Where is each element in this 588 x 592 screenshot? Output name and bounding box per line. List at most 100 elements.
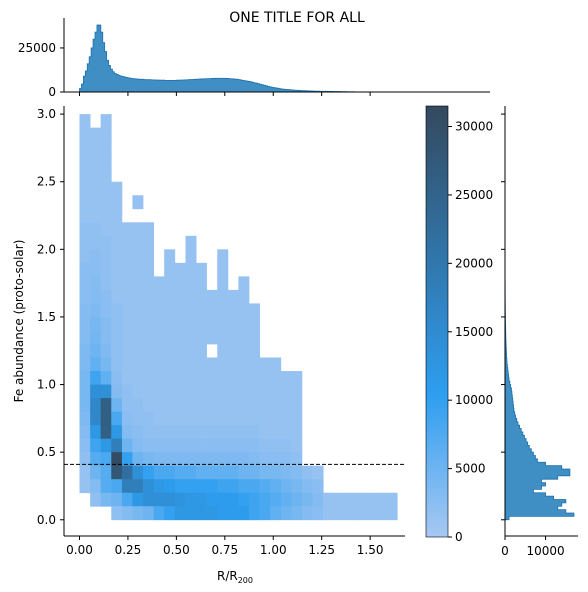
heatmap-cell	[90, 411, 102, 426]
heatmap-cell	[79, 425, 91, 440]
heatmap-cell	[227, 452, 239, 467]
heatmap-cell	[143, 262, 155, 277]
heatmap-cell	[249, 492, 261, 507]
heatmap-cell	[195, 492, 207, 507]
heatmap-cell	[79, 154, 91, 169]
heatmap-cell	[174, 438, 186, 453]
heatmap-cell	[291, 465, 303, 480]
heatmap-cell	[291, 479, 303, 494]
heatmap-cell	[206, 425, 218, 440]
heatmap-cell	[195, 398, 207, 412]
heatmap-cell	[100, 276, 112, 291]
heatmap-cell	[227, 492, 239, 507]
heatmap-cell	[333, 492, 345, 507]
heatmap-cell	[100, 168, 112, 183]
heatmap-cell	[259, 479, 271, 494]
heatmap-cell	[227, 371, 239, 385]
heatmap-cell	[217, 357, 229, 372]
heatmap-cell	[185, 316, 197, 331]
heatmap-cell	[164, 411, 176, 426]
colorbar-tick-label: 10000	[455, 393, 493, 407]
y-tick-label: 2.5	[37, 175, 56, 189]
heatmap-cell	[164, 289, 176, 304]
heatmap-cell	[217, 316, 229, 331]
heatmap-cell	[259, 357, 271, 372]
heatmap-cell	[143, 343, 155, 358]
heatmap-cell	[174, 452, 186, 467]
heatmap-cell	[143, 479, 155, 494]
heatmap-cell	[164, 506, 176, 521]
heatmap-cell	[195, 411, 207, 426]
heatmap-cell	[100, 452, 112, 467]
y-tick-label: 1.0	[37, 378, 56, 392]
heatmap-cell	[227, 506, 239, 521]
heatmap-cell	[132, 343, 144, 358]
heatmap-cell	[90, 330, 102, 345]
heatmap-cell	[376, 506, 388, 521]
heatmap-cell	[217, 398, 229, 412]
heatmap-cell	[312, 492, 324, 507]
heatmap-cell	[238, 411, 250, 426]
heatmap-cell	[132, 235, 144, 250]
heatmap-cell	[100, 222, 112, 237]
x-axis-label: R/R200	[217, 569, 253, 585]
heatmap-cell	[79, 371, 91, 385]
heatmap-cell	[270, 398, 282, 412]
heatmap-cell	[259, 411, 271, 426]
colorbar-ticks: 0 5000 10000 15000 20000 25000 30000	[448, 120, 493, 544]
heatmap-cell	[121, 262, 133, 277]
heatmap-cell	[111, 384, 123, 399]
heatmap-cell	[195, 384, 207, 399]
heatmap-cell	[132, 506, 144, 521]
heatmap-cell	[280, 398, 292, 412]
heatmap-cell	[100, 411, 112, 426]
heatmap-cell	[280, 438, 292, 453]
heatmap-cell	[206, 452, 218, 467]
heatmap-cell	[121, 384, 133, 399]
heatmap-cell	[206, 465, 218, 480]
heatmap-cell	[185, 506, 197, 521]
heatmap-cell	[249, 425, 261, 440]
heatmap-cell	[238, 303, 250, 318]
heatmap-cell	[217, 465, 229, 480]
heatmap-cell	[259, 492, 271, 507]
right-marginal-histogram	[504, 232, 575, 521]
heatmap-cell	[217, 303, 229, 318]
heatmap-cell	[121, 506, 133, 521]
heatmap-cell	[132, 411, 144, 426]
heatmap-cell	[164, 479, 176, 494]
heatmap-cell	[206, 492, 218, 507]
heatmap-cell	[153, 316, 165, 331]
heatmap-cell	[90, 208, 102, 223]
heatmap-cell	[227, 289, 239, 304]
heatmap-cell	[185, 492, 197, 507]
heatmap-cell	[153, 357, 165, 372]
heatmap-cell	[111, 357, 123, 372]
heatmap-cell	[185, 384, 197, 399]
heatmap-cell	[121, 235, 133, 250]
heatmap-cell	[280, 425, 292, 440]
heatmap-cell	[132, 384, 144, 399]
heatmap-cell	[153, 479, 165, 494]
heatmap-cell	[217, 492, 229, 507]
heatmap-cell	[111, 262, 123, 277]
heatmap-cell	[270, 425, 282, 440]
heatmap-cell	[365, 506, 377, 521]
figure-title: ONE TITLE FOR ALL	[229, 10, 365, 26]
heatmap-cell	[195, 438, 207, 453]
heatmap-cell	[217, 479, 229, 494]
heatmap-cell	[238, 425, 250, 440]
heatmap-cell	[121, 303, 133, 318]
colorbar-tick-label: 15000	[455, 325, 493, 339]
heatmap-cell	[217, 262, 229, 277]
heatmap-cell	[111, 465, 123, 480]
heatmap-cell	[111, 425, 123, 440]
heatmap-cell	[121, 343, 133, 358]
heatmap-cell	[164, 492, 176, 507]
heatmap-cell	[238, 492, 250, 507]
heatmap-cell	[217, 371, 229, 385]
heatmap-cell	[79, 452, 91, 467]
heatmap-cell	[132, 465, 144, 480]
heatmap-cell	[217, 249, 229, 264]
